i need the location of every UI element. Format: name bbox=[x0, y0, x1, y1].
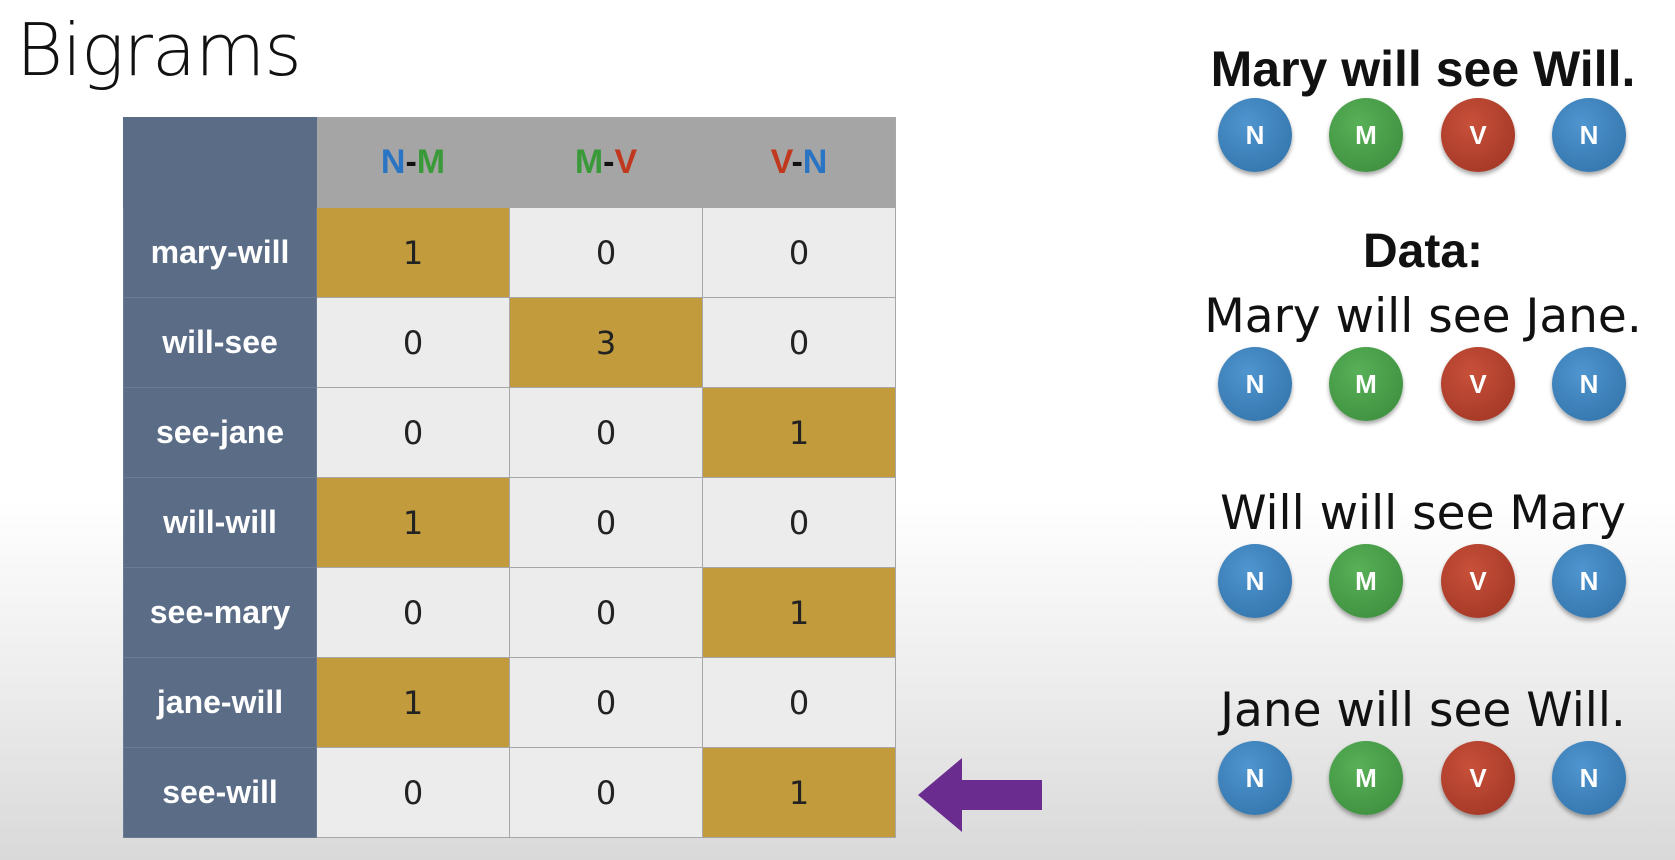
example-sentence: Will will see Mary bbox=[1220, 486, 1626, 541]
column-header: N-M bbox=[316, 117, 510, 208]
count-cell: 0 bbox=[702, 657, 896, 748]
table-row: jane-will 1 0 0 bbox=[123, 657, 896, 748]
table-corner-cell bbox=[123, 117, 317, 208]
tag-circle: N bbox=[1218, 741, 1292, 815]
tag-circle: N bbox=[1218, 544, 1292, 618]
column-tag-1: M bbox=[574, 143, 604, 181]
table-row: will-see 0 3 0 bbox=[123, 297, 896, 388]
slide-title: Bigrams bbox=[16, 8, 302, 92]
tag-circle: M bbox=[1329, 98, 1403, 172]
row-label: will-will bbox=[123, 477, 317, 568]
count-cell: 1 bbox=[702, 747, 896, 838]
count-cell: 0 bbox=[509, 747, 703, 838]
count-cell: 0 bbox=[316, 297, 510, 388]
row-label: see-mary bbox=[123, 567, 317, 658]
count-cell: 0 bbox=[509, 477, 703, 568]
tag-circle: M bbox=[1329, 544, 1403, 618]
left-arrow-icon bbox=[918, 758, 1042, 832]
count-cell: 1 bbox=[702, 387, 896, 478]
tag-circle: V bbox=[1441, 544, 1515, 618]
count-cell: 0 bbox=[509, 567, 703, 658]
count-cell: 1 bbox=[316, 207, 510, 298]
count-cell: 0 bbox=[316, 387, 510, 478]
example-tags: N M V N bbox=[1218, 544, 1630, 620]
column-tag-2: M bbox=[416, 143, 446, 181]
column-header: V-N bbox=[702, 117, 896, 208]
table-row: mary-will 1 0 0 bbox=[123, 207, 896, 298]
count-cell: 0 bbox=[316, 567, 510, 658]
tag-circle: V bbox=[1441, 741, 1515, 815]
column-tag-1: V bbox=[770, 143, 792, 181]
tag-circle: V bbox=[1441, 347, 1515, 421]
table-row: see-jane 0 0 1 bbox=[123, 387, 896, 478]
count-cell: 0 bbox=[509, 387, 703, 478]
count-cell: 0 bbox=[509, 207, 703, 298]
count-cell: 0 bbox=[509, 657, 703, 748]
query-tags: N M V N bbox=[1218, 98, 1630, 174]
tag-circle: N bbox=[1218, 98, 1292, 172]
tag-circle: N bbox=[1552, 98, 1626, 172]
table-row: will-will 1 0 0 bbox=[123, 477, 896, 568]
column-tag-2: N bbox=[802, 143, 828, 181]
example-tags: N M V N bbox=[1218, 741, 1630, 817]
count-cell: 1 bbox=[316, 477, 510, 568]
tag-circle: N bbox=[1218, 347, 1292, 421]
row-label: will-see bbox=[123, 297, 317, 388]
count-cell: 0 bbox=[702, 207, 896, 298]
tag-circle: N bbox=[1552, 347, 1626, 421]
row-label: mary-will bbox=[123, 207, 317, 298]
row-label: jane-will bbox=[123, 657, 317, 748]
data-heading: Data: bbox=[1362, 225, 1484, 278]
tag-circle: V bbox=[1441, 98, 1515, 172]
count-cell: 1 bbox=[702, 567, 896, 658]
row-label: see-jane bbox=[123, 387, 317, 478]
tag-circle: N bbox=[1552, 741, 1626, 815]
example-sentence: Mary will see Jane. bbox=[1204, 289, 1642, 344]
count-cell: 1 bbox=[316, 657, 510, 748]
tag-circle: N bbox=[1552, 544, 1626, 618]
column-header: M-V bbox=[509, 117, 703, 208]
bigram-table: N-M M-V V-N mary-will 1 0 0 will-see 0 3 0 see-j… bbox=[123, 117, 896, 838]
query-sentence: Mary will see Will. bbox=[1210, 41, 1636, 97]
count-cell: 3 bbox=[509, 297, 703, 388]
table-row: see-mary 0 0 1 bbox=[123, 567, 896, 658]
tag-circle: M bbox=[1329, 741, 1403, 815]
table-header-row: N-M M-V V-N bbox=[123, 117, 896, 208]
count-cell: 0 bbox=[702, 297, 896, 388]
table-row: see-will 0 0 1 bbox=[123, 747, 896, 838]
column-tag-2: V bbox=[614, 143, 638, 181]
count-cell: 0 bbox=[316, 747, 510, 838]
example-tags: N M V N bbox=[1218, 347, 1630, 423]
example-sentence: Jane will see Will. bbox=[1220, 683, 1626, 738]
row-label: see-will bbox=[123, 747, 317, 838]
column-tag-1: N bbox=[380, 143, 406, 181]
count-cell: 0 bbox=[702, 477, 896, 568]
tag-circle: M bbox=[1329, 347, 1403, 421]
